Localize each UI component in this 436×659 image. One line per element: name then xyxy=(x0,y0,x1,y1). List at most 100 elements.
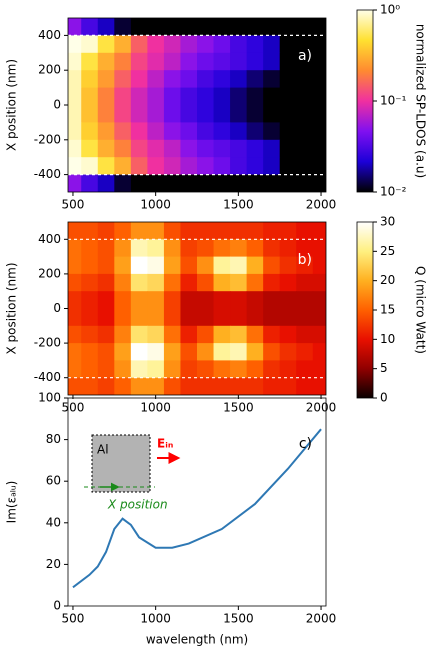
heatmap-cell xyxy=(230,18,248,36)
x-axis-label: wavelength (nm) xyxy=(146,633,248,647)
heatmap-cell xyxy=(68,139,82,158)
heatmap-cell xyxy=(68,18,82,36)
heatmap-cell xyxy=(147,87,165,106)
heatmap-cell xyxy=(81,122,99,141)
heatmap-cell xyxy=(68,157,82,176)
x-tick-label: 500 xyxy=(62,198,85,212)
x-tick-label: 2000 xyxy=(306,401,337,415)
heatmap-cell xyxy=(279,325,297,344)
heatmap-cell xyxy=(312,377,326,395)
heatmap-cell xyxy=(130,291,148,309)
heatmap-cell xyxy=(213,256,231,275)
heatmap-cell xyxy=(114,157,132,176)
heatmap-cell xyxy=(97,273,115,292)
y-tick-label: 80 xyxy=(46,432,61,446)
heatmap-cell xyxy=(68,343,82,361)
heatmap-cell xyxy=(197,18,215,36)
heatmap-cell xyxy=(180,122,198,141)
y-tick-label: 60 xyxy=(46,474,61,488)
x-tick-label: 2000 xyxy=(306,198,337,212)
heatmap-cell xyxy=(97,256,115,275)
heatmap-cell xyxy=(130,52,148,71)
heatmap-cell xyxy=(213,139,231,158)
heatmap-cell xyxy=(312,87,326,106)
heatmap-cell xyxy=(180,325,198,344)
heatmap-cell xyxy=(230,70,248,89)
heatmap-cell xyxy=(130,18,148,36)
heatmap-cell xyxy=(97,87,115,106)
x-tick-label: 1000 xyxy=(140,198,171,212)
heatmap-cell xyxy=(130,377,148,395)
heatmap-cell xyxy=(312,157,326,176)
y-tick-label: 100 xyxy=(38,391,61,405)
y-tick-label: -400 xyxy=(34,370,61,384)
heatmap-cell xyxy=(68,174,82,192)
heatmap-cell xyxy=(197,291,215,309)
heatmap-cell xyxy=(97,377,115,395)
heatmap-cell xyxy=(180,87,198,106)
heatmap-cell xyxy=(213,122,231,141)
heatmap-cell xyxy=(197,360,215,379)
heatmap-cell xyxy=(230,273,248,292)
heatmap-cell xyxy=(130,87,148,106)
heatmap-cell xyxy=(81,377,99,395)
heatmap-cell xyxy=(68,35,82,54)
heatmap-cell xyxy=(296,239,314,258)
heatmap-cell xyxy=(163,52,181,71)
heatmap-cell xyxy=(213,360,231,379)
heatmap-cell xyxy=(279,174,297,192)
heatmap-cell xyxy=(180,308,198,327)
heatmap-cell xyxy=(263,18,281,36)
heatmap-cell xyxy=(163,105,181,123)
heatmap-cell xyxy=(279,291,297,309)
heatmap-cell xyxy=(279,157,297,176)
heatmap-cell xyxy=(263,239,281,258)
colorbar-tick-label: 10⁻² xyxy=(380,185,407,199)
heatmap-cell xyxy=(114,377,132,395)
heatmap-cell xyxy=(163,308,181,327)
heatmap-cell xyxy=(296,52,314,71)
heatmap-cell xyxy=(296,174,314,192)
heatmap-cell xyxy=(97,18,115,36)
data-line xyxy=(72,428,322,589)
position-label: X position xyxy=(107,498,168,512)
heatmap-cell xyxy=(197,139,215,158)
heatmap-cell xyxy=(163,18,181,36)
heatmap-cell xyxy=(97,70,115,89)
heatmap-cell xyxy=(230,291,248,309)
heatmap-cell xyxy=(114,291,132,309)
y-tick-label: 0 xyxy=(53,599,61,613)
heatmap-cell xyxy=(197,343,215,361)
heatmap-cell xyxy=(279,343,297,361)
heatmap-cell xyxy=(213,239,231,258)
heatmap-cell xyxy=(246,256,264,275)
heatmap-cell xyxy=(213,157,231,176)
y-tick-label: 0 xyxy=(53,98,61,112)
heatmap-cell xyxy=(197,325,215,344)
heatmap-cell xyxy=(312,308,326,327)
heatmap-cell xyxy=(97,35,115,54)
heatmap-cell xyxy=(246,35,264,54)
heatmap-cell xyxy=(180,35,198,54)
x-tick-label: 1500 xyxy=(223,401,254,415)
heatmap-cell xyxy=(180,273,198,292)
heatmap-cell xyxy=(197,35,215,54)
heatmap-cell xyxy=(130,105,148,123)
heatmap-cell xyxy=(114,239,132,258)
x-tick-label: 1500 xyxy=(223,198,254,212)
heatmap-cell xyxy=(312,325,326,344)
heatmap-cell xyxy=(130,139,148,158)
heatmap-cell xyxy=(296,105,314,123)
x-tick-label: 1000 xyxy=(140,401,171,415)
heatmap-cell xyxy=(296,256,314,275)
colorbar-tick-label: 0 xyxy=(380,391,388,405)
heatmap-cell xyxy=(312,222,326,240)
heatmap-cell xyxy=(279,273,297,292)
y-tick-label: 200 xyxy=(38,63,61,77)
heatmap-cell xyxy=(230,256,248,275)
heatmap-cell xyxy=(213,273,231,292)
heatmap-cell xyxy=(263,360,281,379)
colorbar-tick-label: 10 xyxy=(380,332,395,346)
heatmap-cell xyxy=(197,174,215,192)
